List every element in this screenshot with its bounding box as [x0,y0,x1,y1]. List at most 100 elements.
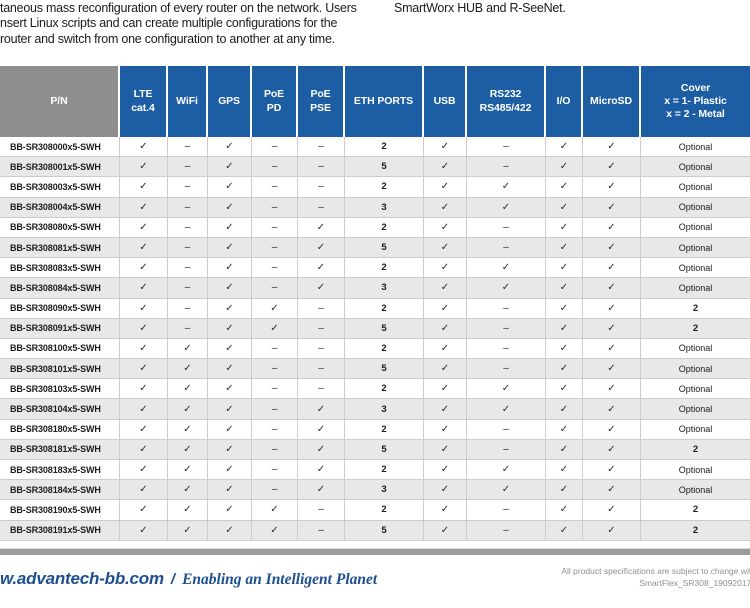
pn-cell: BB-SR308001x5-SWH [0,157,120,177]
feature-cell: ✓ [424,359,467,379]
feature-cell: – [467,520,546,540]
pn-cell: BB-SR308183x5-SWH [0,460,120,480]
pn-cell: BB-SR308081x5-SWH [0,237,120,258]
header-cell-eth-ports: ETH PORTS [345,66,424,137]
feature-cell: 2 [692,302,699,314]
feature-cell: ✓ [208,399,252,419]
feature-cell: ✓ [424,197,467,217]
header-cell-io: I/O [546,66,583,137]
table-row: BB-SR308001x5-SWH ✓ – ✓ – –5 ✓ – ✓ ✓ Optional [0,157,750,178]
table-row: BB-SR308101x5-SWH ✓ ✓ ✓ – –5 ✓ – ✓ ✓ Optional [0,359,750,380]
pn-cell: BB-SR308184x5-SWH [0,480,120,500]
feature-cell: ✓ [546,298,583,318]
pn-cell: BB-SR308191x5-SWH [0,520,120,540]
feature-cell: ✓ [546,137,583,157]
header-label: WiFi [176,94,198,107]
feature-cell: ✓ [424,500,467,520]
feature-cell: ✓ [467,197,546,217]
header-cell-rs232: RS232 RS485/422 [467,66,546,137]
feature-cell: ✓ [546,359,583,379]
feature-cell: ✓ [583,399,641,419]
feature-cell: ✓ [424,419,467,439]
intro-line: router and switch from one configuration… [0,31,335,46]
feature-cell: ✓ [120,177,168,197]
table-row: BB-SR308000x5-SWH ✓ – ✓ – –2 ✓ – ✓ ✓ Optional [0,137,750,158]
intro-paragraph-right: SmartWorx HUB and R-SeeNet. [394,1,566,16]
feature-cell: – [467,419,546,439]
feature-cell: ✓ [208,258,252,278]
footer-note: All product specifications are subject t… [561,566,750,589]
feature-cell: Optional [678,242,713,253]
feature-cell: Optional [678,424,713,435]
feature-cell: 3 [345,278,424,298]
header-cell-pn: P/N [0,66,120,137]
feature-cell: ✓ [583,137,641,157]
pn-cell: BB-SR308080x5-SWH [0,217,120,237]
feature-cell: ✓ [546,157,583,177]
feature-cell: – [298,137,345,157]
feature-cell: ✓ [424,258,467,278]
header-label: PSE [310,101,331,114]
table-row: BB-SR308080x5-SWH ✓ – ✓ – ✓ 2 ✓ – ✓ ✓ Optional [0,217,750,238]
footer-slash: / [170,571,176,588]
pn-cell: BB-SR308083x5-SWH [0,258,120,278]
feature-cell: ✓ [120,520,168,540]
intro-line: taneous mass reconfiguration of every ro… [0,1,357,15]
feature-cell: ✓ [583,258,641,278]
feature-cell: – [467,500,546,520]
table-row: BB-SR308103x5-SWH ✓ ✓ ✓ – –2 ✓ ✓ ✓ ✓ Optional [0,379,750,400]
table-header-row: P/N LTE cat.4 WiFi GPS PoE PD PoE PSE ETH PORTS US… [0,66,750,137]
footer-tagline: Enabling an Intelligent Planet [182,571,378,588]
feature-cell: ✓ [208,439,252,459]
feature-cell: ✓ [298,278,345,298]
feature-cell: ✓ [208,177,252,197]
feature-cell: – [298,298,345,318]
intro-line: SmartWorx HUB and R-SeeNet. [394,1,566,15]
feature-cell: ✓ [583,379,641,399]
feature-cell: ✓ [298,480,345,500]
feature-cell: ✓ [583,217,641,237]
feature-cell: ✓ [583,359,641,379]
feature-cell: 2 [345,137,424,157]
feature-cell: ✓ [208,217,252,237]
feature-cell: ✓ [583,480,641,500]
feature-cell: ✓ [208,278,252,298]
feature-cell: – [168,278,208,298]
feature-cell: ✓ [168,439,208,459]
feature-cell: ✓ [208,520,252,540]
feature-cell: ✓ [467,177,546,197]
footer-note-line-2: SmartFlex_SR308_19092017d [639,577,750,588]
feature-cell: – [168,157,208,177]
feature-cell: – [252,237,298,258]
feature-cell: – [168,197,208,217]
feature-cell: 2 [345,177,424,197]
feature-cell: 2 [692,322,699,334]
feature-cell: 5 [345,157,424,177]
feature-cell: ✓ [120,460,168,480]
feature-cell: ✓ [120,258,168,278]
feature-cell: ✓ [424,338,467,359]
feature-cell: ✓ [546,177,583,197]
feature-cell: ✓ [424,237,467,258]
feature-cell: Optional [678,343,713,354]
feature-cell: – [467,137,546,157]
feature-cell: – [252,258,298,278]
feature-cell: ✓ [168,480,208,500]
intro-paragraph-left: taneous mass reconfiguration of every ro… [0,1,380,47]
feature-cell: ✓ [424,480,467,500]
footer-brand: w.advantech-bb.com / Enabling an Intelli… [0,569,377,589]
feature-cell: ✓ [208,157,252,177]
feature-cell: ✓ [583,460,641,480]
feature-cell: ✓ [546,419,583,439]
feature-cell: ✓ [424,520,467,540]
feature-cell: – [298,197,345,217]
feature-cell: – [252,197,298,217]
feature-cell: ✓ [208,318,252,338]
feature-cell: ✓ [168,379,208,399]
feature-cell: ✓ [298,439,345,459]
feature-cell: ✓ [424,318,467,338]
feature-cell: – [252,399,298,419]
feature-cell: – [298,379,345,399]
header-label: RS232 [489,88,522,101]
feature-cell: – [252,177,298,197]
